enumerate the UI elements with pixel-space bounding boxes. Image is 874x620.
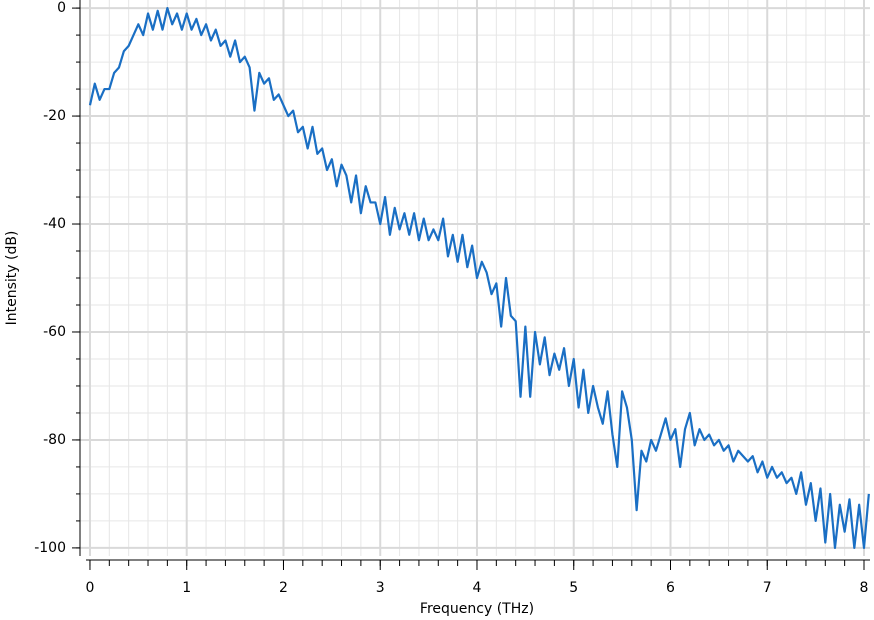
x-tick-label: 6 xyxy=(666,580,675,596)
y-axis-title: Intensity (dB) xyxy=(4,231,20,326)
plot-area xyxy=(88,7,870,549)
y-tick-label: -100 xyxy=(34,540,66,556)
x-axis-title: Frequency (THz) xyxy=(420,601,534,617)
x-tick-label: 1 xyxy=(182,580,191,596)
data-line xyxy=(88,7,870,549)
y-tick-label: -40 xyxy=(43,216,66,232)
x-tick-label: 5 xyxy=(569,580,578,596)
y-tick-label: -20 xyxy=(43,108,66,124)
x-tick-label: 7 xyxy=(763,580,772,596)
x-tick-label: 4 xyxy=(473,580,482,596)
x-tick-label: 2 xyxy=(279,580,288,596)
x-tick-label: 0 xyxy=(86,580,95,596)
y-tick-label: -80 xyxy=(43,432,66,448)
x-tick-label: 8 xyxy=(860,580,869,596)
grid xyxy=(80,0,870,556)
y-tick-label: -60 xyxy=(43,324,66,340)
y-tick-label: 0 xyxy=(57,0,66,16)
x-tick-label: 3 xyxy=(376,580,385,596)
